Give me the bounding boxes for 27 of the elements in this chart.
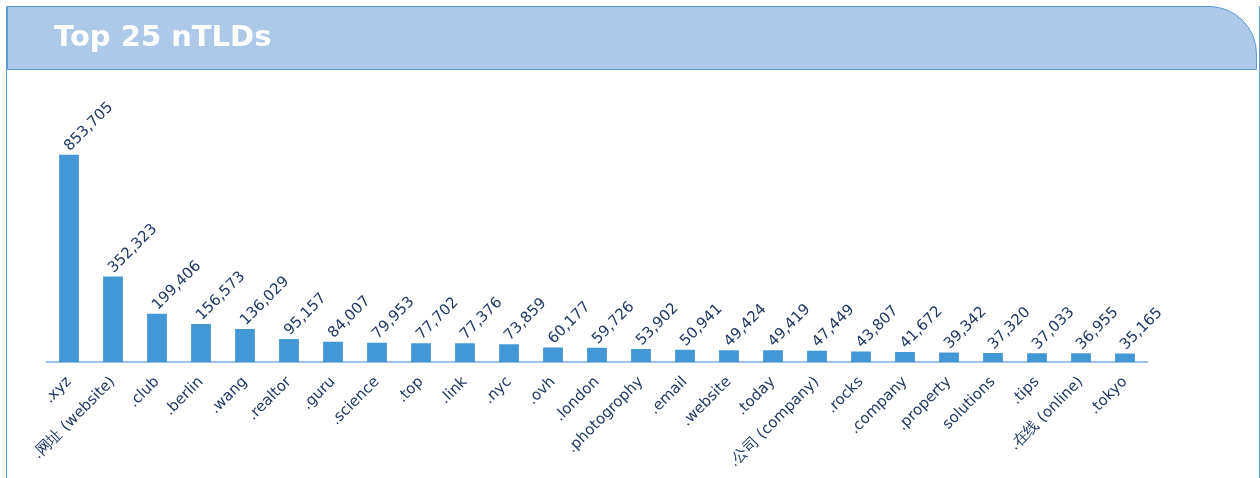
chart-title: Top 25 nTLDs <box>54 19 272 53</box>
bar <box>59 154 79 363</box>
bar <box>675 349 695 363</box>
bar <box>807 350 827 363</box>
bar <box>279 339 299 363</box>
bar <box>499 344 519 363</box>
bar <box>323 341 343 363</box>
bar <box>147 313 167 363</box>
x-tick-label: .top <box>393 372 427 406</box>
bar <box>983 353 1003 363</box>
bar <box>191 324 211 363</box>
bar <box>455 343 475 363</box>
bar <box>235 329 255 363</box>
bar <box>103 276 123 363</box>
bar <box>1027 353 1047 363</box>
bar <box>587 347 607 363</box>
bar <box>631 349 651 363</box>
bar <box>1071 353 1091 363</box>
bar <box>719 350 739 363</box>
bar <box>543 347 563 363</box>
bar <box>851 351 871 363</box>
bar <box>367 342 387 363</box>
bar <box>763 350 783 363</box>
bar <box>1115 353 1135 363</box>
bar <box>895 352 915 363</box>
bar <box>411 343 431 363</box>
bar <box>939 352 959 363</box>
